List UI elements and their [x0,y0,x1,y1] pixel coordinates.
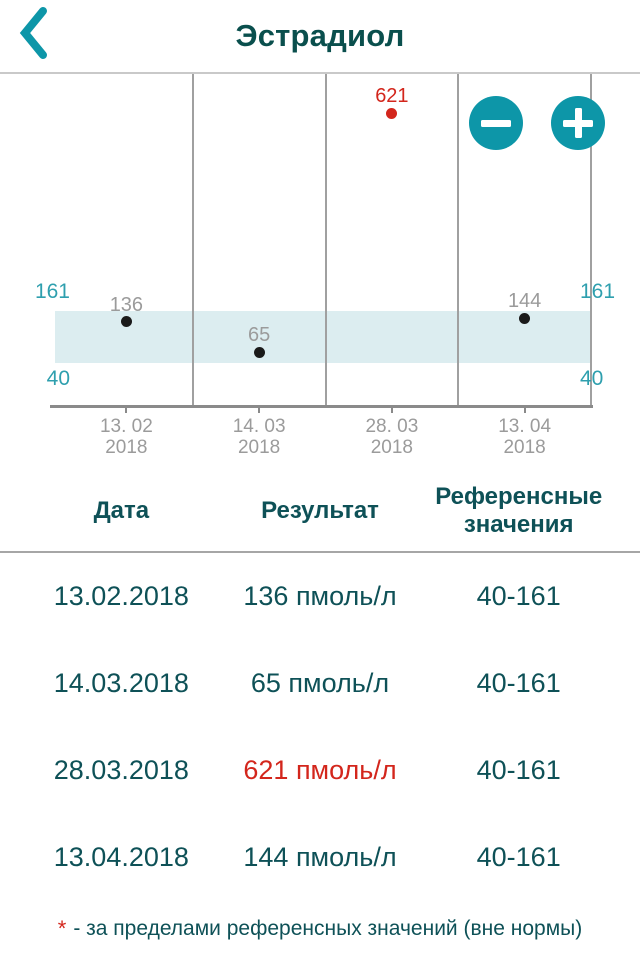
header: Эстрадиол [0,0,640,74]
cell-result: 65 пмоль/л [250,668,390,698]
column-header-date: Дата [93,496,150,524]
results-table: 13.02.2018 136 пмоль/л 40-161 14.03.2018 65 … [0,553,640,901]
x-axis-label-line: 2018 [105,437,148,458]
cell-range: 40-161 [476,842,561,872]
footnote-text: - за пределами референсных значений (вне… [73,917,583,940]
cell-date: 13.02.2018 [53,581,189,611]
x-axis-tick [125,405,128,413]
data-point[interactable] [120,316,132,328]
chevron-left-icon [19,6,47,59]
x-axis-label: 13. 04 2018 [470,416,580,458]
cell-range: 40-161 [476,581,561,611]
x-axis [50,405,593,408]
column-header-result: Результат [261,496,379,524]
x-axis-label-line: 13. 02 [99,416,153,437]
footnote: * - за пределами референсных значений (в… [0,901,640,957]
table-header-row: Дата Результат Референсные значения [0,470,640,551]
x-axis-label-line: 14. 03 [232,416,286,437]
table-header-divider [0,551,640,553]
cell-range: 40-161 [476,668,561,698]
chart-gridline [457,74,460,405]
data-point[interactable] [253,346,265,358]
x-axis-label: 28. 03 2018 [337,416,447,458]
x-axis-label: 13. 02 2018 [71,416,181,458]
cell-result: 144 пмоль/л [243,842,397,872]
reference-high-label: 161 [580,280,616,303]
zoom-out-button[interactable] [469,96,523,150]
x-axis-label-line: 2018 [503,437,546,458]
column-header-reference-values: Референсные значения [435,482,603,538]
data-point-value-label: 144 [507,290,542,313]
chart-gridline [590,74,592,405]
zoom-in-button[interactable] [551,96,605,150]
data-point-value-label: 65 [248,324,271,347]
reference-low-label: 40 [580,367,604,390]
data-point[interactable] [386,107,398,119]
zoom-out-icon [481,119,511,127]
cell-date: 13.04.2018 [53,842,189,872]
x-axis-label-line: 13. 04 [498,416,552,437]
cell-date: 28.03.2018 [53,755,189,785]
chart-gridline [324,74,327,405]
x-axis-tick [258,405,261,413]
table-row: 28.03.2018 621 пмоль/л 40-161 [0,727,640,814]
table-row: 13.04.2018 144 пмоль/л 40-161 [0,814,640,901]
footnote-asterisk: * [57,916,67,941]
data-point-value-label: 621 [375,85,409,108]
data-point-value-label: 136 [109,293,144,316]
cell-range: 40-161 [476,755,561,785]
cell-result: 136 пмоль/л [243,581,397,611]
reference-range-band [55,311,591,363]
reference-low-label: 40 [46,367,70,390]
x-axis-label-line: 28. 03 [365,416,419,437]
back-button[interactable] [8,2,60,66]
cell-date: 14.03.2018 [53,668,189,698]
cell-result: 621 пмоль/л [243,755,397,785]
data-point[interactable] [519,312,531,324]
table-row: 14.03.2018 65 пмоль/л 40-161 [0,640,640,727]
x-axis-label: 14. 03 2018 [204,416,314,458]
chart-gridline [191,74,194,405]
x-axis-label-line: 2018 [370,437,414,458]
results-chart: 161 40 161 40 136 13. 02 2018 65 14. 03 2018 621 28… [0,74,640,470]
zoom-in-icon [574,108,582,138]
table-row: 13.02.2018 136 пмоль/л 40-161 [0,553,640,640]
x-axis-tick [390,405,393,413]
x-axis-tick [523,405,526,413]
reference-high-label: 161 [34,280,70,303]
page-title: Эстрадиол [235,18,405,53]
x-axis-label-line: 2018 [237,437,281,458]
